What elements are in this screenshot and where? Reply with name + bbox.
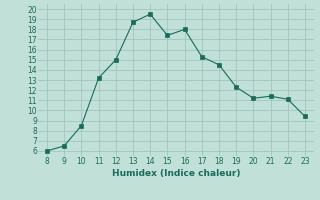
X-axis label: Humidex (Indice chaleur): Humidex (Indice chaleur) — [112, 169, 240, 178]
